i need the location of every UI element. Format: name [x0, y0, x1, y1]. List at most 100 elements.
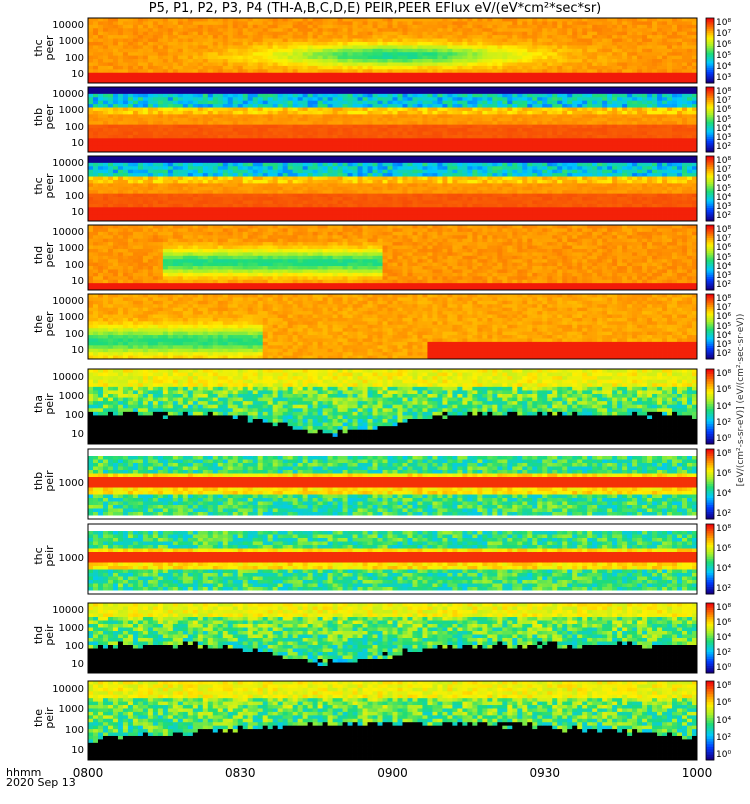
heatmap-cell [152, 97, 159, 102]
heatmap-cell [667, 18, 673, 22]
heatmap-cell [302, 18, 309, 22]
heatmap-cell [687, 38, 693, 43]
heatmap-cell [207, 90, 214, 95]
heatmap-cell [322, 114, 328, 119]
heatmap-cell [327, 87, 333, 91]
heatmap-cell [227, 65, 234, 70]
colorbar-swatch [706, 91, 714, 94]
heatmap-cell [262, 93, 269, 98]
heatmap-cell [522, 138, 528, 143]
heatmap-cell [212, 90, 219, 95]
heatmap-cell [682, 124, 688, 129]
heatmap-cell [282, 55, 289, 60]
heatmap-cell [182, 52, 189, 57]
heatmap-cell [367, 31, 373, 36]
heatmap-cell [542, 72, 548, 77]
heatmap-cell [117, 65, 124, 70]
heatmap-cell [172, 97, 179, 102]
heatmap-cell [372, 79, 378, 84]
heatmap-cell [632, 104, 638, 108]
heatmap-cell [402, 72, 408, 77]
heatmap-cell [227, 41, 234, 46]
heatmap-cell [527, 104, 533, 108]
heatmap-cell [672, 141, 678, 146]
heatmap-cell [122, 214, 129, 218]
heatmap-cell [677, 138, 683, 143]
heatmap-cell [567, 28, 573, 33]
heatmap-cell [127, 183, 134, 188]
heatmap-cell [527, 72, 533, 77]
heatmap-cell [427, 148, 433, 153]
heatmap-cell [457, 117, 463, 122]
heatmap-cell [142, 24, 149, 29]
heatmap-cell [347, 138, 353, 143]
heatmap-cell [202, 55, 209, 60]
heatmap-cell [117, 173, 124, 177]
heatmap-cell [252, 55, 259, 60]
heatmap-cell [182, 48, 189, 53]
heatmap-cell [377, 18, 383, 22]
heatmap-cell [332, 31, 338, 36]
heatmap-cell [97, 131, 104, 136]
heatmap-cell [462, 55, 468, 60]
heatmap-cell [647, 145, 653, 149]
heatmap-cell [88, 193, 94, 198]
heatmap-cell [522, 31, 528, 36]
heatmap-cell [262, 128, 269, 132]
heatmap-cell [657, 104, 663, 108]
heatmap-cell [352, 65, 358, 70]
heatmap-cell [97, 173, 104, 177]
heatmap-cell [607, 76, 613, 80]
heatmap-cell [527, 100, 533, 105]
heatmap-cell [262, 124, 269, 129]
heatmap-cell [562, 87, 568, 91]
heatmap-cell [422, 52, 428, 57]
heatmap-cell [677, 134, 683, 139]
heatmap-cell [562, 104, 568, 108]
heatmap-cell [92, 52, 99, 57]
heatmap-cell [617, 35, 623, 39]
heatmap-cell [337, 121, 343, 126]
heatmap-cell [302, 145, 309, 149]
heatmap-cell [252, 121, 259, 126]
heatmap-cell [267, 121, 274, 126]
heatmap-cell [447, 31, 453, 36]
heatmap-cell [642, 107, 648, 112]
heatmap-cell [137, 52, 144, 57]
heatmap-cell [402, 79, 408, 84]
heatmap-cell [567, 124, 573, 129]
heatmap-cell [247, 79, 254, 84]
heatmap-cell [332, 79, 338, 84]
heatmap-cell [657, 76, 663, 80]
heatmap-cell [647, 38, 653, 43]
heatmap-cell [547, 55, 553, 60]
heatmap-cell [97, 72, 104, 77]
heatmap-cell [417, 110, 423, 115]
heatmap-cell [107, 104, 114, 108]
heatmap-cell [412, 41, 418, 46]
heatmap-cell [117, 18, 124, 22]
heatmap-cell [677, 93, 683, 98]
heatmap-cell [467, 131, 473, 136]
heatmap-cell [92, 76, 99, 80]
heatmap-cell [602, 45, 608, 50]
heatmap-cell [132, 110, 139, 115]
heatmap-cell [222, 100, 229, 105]
heatmap-cell [652, 41, 658, 46]
heatmap-cell [302, 124, 309, 129]
heatmap-cell [162, 159, 169, 164]
heatmap-cell [342, 21, 348, 26]
heatmap-cell [637, 97, 643, 102]
heatmap-cell [112, 55, 119, 60]
heatmap-cell [567, 87, 573, 91]
heatmap-cell [262, 21, 269, 26]
heatmap-cell [542, 24, 548, 29]
heatmap-cell [597, 124, 603, 129]
heatmap-cell [677, 145, 683, 149]
heatmap-cell [302, 110, 309, 115]
heatmap-cell [127, 131, 134, 136]
heatmap-cell [212, 69, 219, 74]
heatmap-cell [562, 121, 568, 126]
heatmap-cell [212, 87, 219, 91]
heatmap-cell [207, 45, 214, 50]
